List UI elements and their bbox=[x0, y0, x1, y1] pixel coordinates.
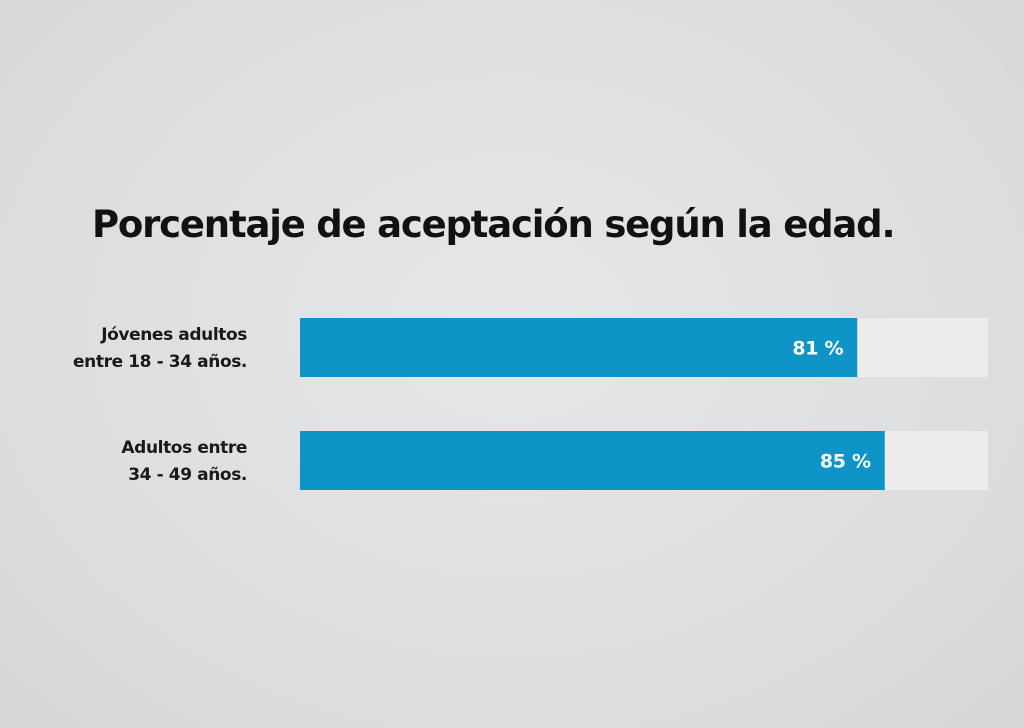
category-label-2: Adultos entre 34 - 49 años. bbox=[121, 438, 247, 485]
category-label-2-line-2: 34 - 49 años. bbox=[128, 465, 247, 485]
category-label-1-line-1: Jóvenes adultos bbox=[100, 325, 247, 345]
category-label-1-line-2: entre 18 - 34 años. bbox=[73, 352, 247, 372]
category-label-2-line-1: Adultos entre bbox=[121, 438, 247, 458]
value-label-2: 85 % bbox=[820, 451, 871, 473]
value-label-1: 81 % bbox=[792, 338, 843, 360]
category-label-1: Jóvenes adultos entre 18 - 34 años. bbox=[73, 325, 247, 372]
bar-1 bbox=[300, 318, 858, 377]
bar-2 bbox=[300, 431, 885, 490]
chart-title: Porcentaje de aceptación según la edad. bbox=[92, 203, 896, 246]
